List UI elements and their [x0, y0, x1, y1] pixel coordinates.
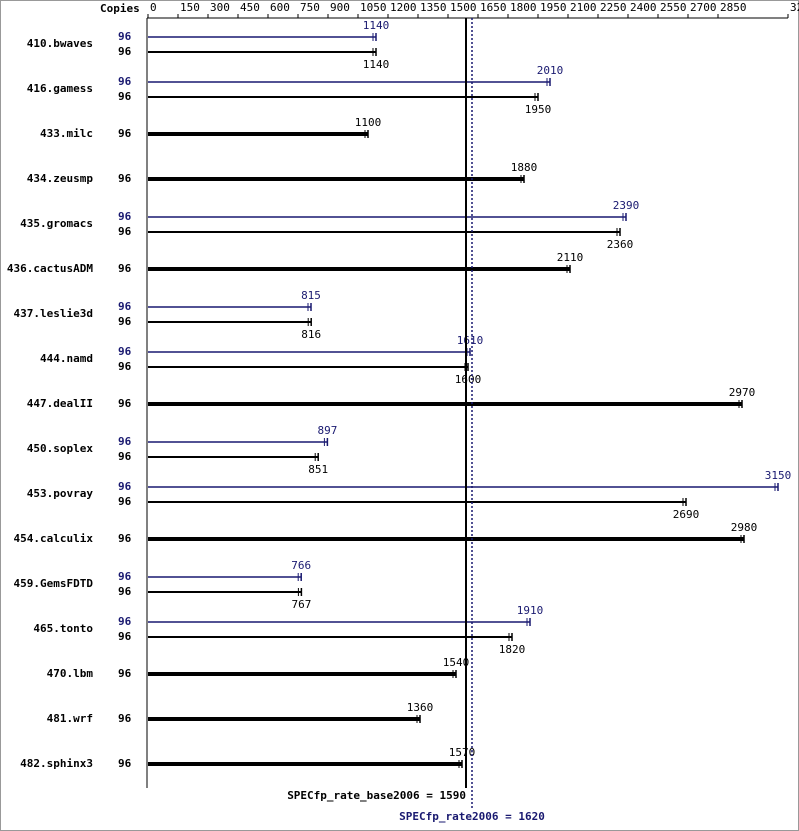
x-tick-label: 900: [330, 1, 350, 14]
copies-label: 96: [118, 225, 132, 238]
x-tick-label: 2850: [720, 1, 747, 14]
value-label: 1950: [525, 103, 552, 116]
x-tick-label: 1050: [360, 1, 387, 14]
value-label: 1600: [455, 373, 482, 386]
value-label: 1100: [355, 116, 382, 129]
x-tick-label: 2250: [600, 1, 627, 14]
x-tick-label: 1500: [450, 1, 477, 14]
copies-label: 96: [118, 127, 132, 140]
copies-label: 96: [118, 90, 132, 103]
value-label: 2390: [613, 199, 640, 212]
x-tick-label: 2100: [570, 1, 597, 14]
copies-label: 96: [118, 75, 132, 88]
copies-label: 96: [118, 630, 132, 643]
x-tick-label: 3200: [790, 1, 799, 14]
benchmark-label: 470.lbm: [47, 667, 94, 680]
value-label: 897: [317, 424, 337, 437]
x-tick-label: 600: [270, 1, 290, 14]
x-tick-label: 1950: [540, 1, 567, 14]
value-label: 1140: [363, 58, 390, 71]
value-label: 3150: [765, 469, 792, 482]
copies-label: 96: [118, 262, 132, 275]
copies-label: 96: [118, 172, 132, 185]
copies-label: 96: [118, 30, 132, 43]
copies-label: 96: [118, 435, 132, 448]
benchmark-label: 444.namd: [40, 352, 93, 365]
copies-label: 96: [118, 315, 132, 328]
copies-label: 96: [118, 615, 132, 628]
copies-label: 96: [118, 495, 132, 508]
value-label: 1610: [457, 334, 484, 347]
x-tick-label: 1200: [390, 1, 417, 14]
copies-label: 96: [118, 757, 132, 770]
value-label: 851: [308, 463, 328, 476]
x-tick-label: 450: [240, 1, 260, 14]
benchmark-label: 459.GemsFDTD: [14, 577, 94, 590]
benchmark-label: 481.wrf: [47, 712, 93, 725]
value-label: 1140: [363, 19, 390, 32]
benchmark-label: 410.bwaves: [27, 37, 93, 50]
copies-label: 96: [118, 667, 132, 680]
x-tick-label: 300: [210, 1, 230, 14]
copies-label: 96: [118, 450, 132, 463]
copies-label: 96: [118, 210, 132, 223]
copies-label: 96: [118, 585, 132, 598]
benchmark-label: 454.calculix: [14, 532, 94, 545]
value-label: 2010: [537, 64, 564, 77]
benchmark-label: 447.dealII: [27, 397, 93, 410]
value-label: 1910: [517, 604, 544, 617]
x-tick-label: 1650: [480, 1, 507, 14]
value-label: 1820: [499, 643, 526, 656]
benchmark-label: 433.milc: [40, 127, 93, 140]
x-tick-label: 1800: [510, 1, 537, 14]
benchmark-label: 453.povray: [27, 487, 94, 500]
value-label: 1880: [511, 161, 538, 174]
copies-label: 96: [118, 397, 132, 410]
benchmark-label: 436.cactusADM: [7, 262, 93, 275]
benchmark-label: 434.zeusmp: [27, 172, 94, 185]
x-tick-label: 2400: [630, 1, 657, 14]
value-label: 1570: [449, 746, 476, 759]
x-tick-label: 150: [180, 1, 200, 14]
benchmark-label: 416.gamess: [27, 82, 93, 95]
benchmark-label: 435.gromacs: [20, 217, 93, 230]
benchmark-label: 437.leslie3d: [14, 307, 93, 320]
benchmark-label: 482.sphinx3: [20, 757, 93, 770]
value-label: 766: [291, 559, 311, 572]
benchmark-label: 450.soplex: [27, 442, 94, 455]
value-label: 1540: [443, 656, 470, 669]
reference-label: SPECfp_rate2006 = 1620: [399, 810, 545, 823]
copies-label: 96: [118, 45, 132, 58]
value-label: 2980: [731, 521, 758, 534]
copies-label: 96: [118, 712, 132, 725]
value-label: 2360: [607, 238, 634, 251]
value-label: 2970: [729, 386, 756, 399]
benchmark-label: 465.tonto: [33, 622, 93, 635]
copies-header: Copies: [100, 2, 140, 15]
value-label: 767: [291, 598, 311, 611]
copies-label: 96: [118, 345, 132, 358]
value-label: 816: [301, 328, 321, 341]
value-label: 815: [301, 289, 321, 302]
value-label: 2690: [673, 508, 700, 521]
copies-label: 96: [118, 300, 132, 313]
value-label: 2110: [557, 251, 584, 264]
value-label: 1360: [407, 701, 434, 714]
copies-label: 96: [118, 532, 132, 545]
reference-label: SPECfp_rate_base2006 = 1590: [287, 789, 466, 802]
copies-label: 96: [118, 480, 132, 493]
x-tick-label: 1350: [420, 1, 447, 14]
x-tick-label: 0: [150, 1, 157, 14]
x-tick-label: 2550: [660, 1, 687, 14]
copies-label: 96: [118, 570, 132, 583]
copies-label: 96: [118, 360, 132, 373]
x-tick-label: 750: [300, 1, 320, 14]
x-tick-label: 2700: [690, 1, 717, 14]
